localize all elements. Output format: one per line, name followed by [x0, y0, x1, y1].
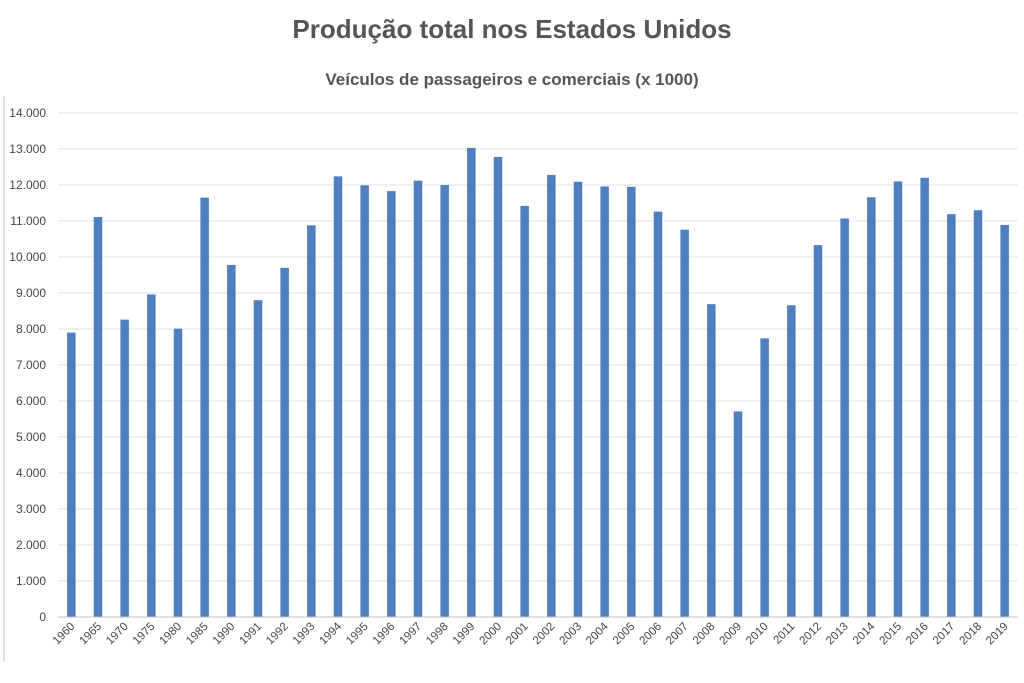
- bar: [733, 411, 743, 617]
- bar: [360, 185, 369, 618]
- bar: [93, 217, 103, 618]
- x-tick-label: 2011: [771, 621, 797, 647]
- y-tick-label: 14.000: [9, 106, 46, 120]
- x-tick-label: 2017: [931, 621, 958, 648]
- bar: [67, 332, 76, 617]
- x-tick-label: 1960: [51, 621, 78, 648]
- chart-subtitle: Veículos de passageiros e comerciais (x …: [325, 70, 699, 89]
- x-tick-label: 1991: [238, 621, 265, 648]
- chart-title: Produção total nos Estados Unidos: [292, 14, 732, 44]
- x-tick-label: 1997: [398, 621, 425, 648]
- x-tick-label: 1999: [451, 621, 478, 648]
- x-tick-label: 1995: [344, 621, 371, 648]
- y-tick-label: 7.000: [16, 358, 46, 372]
- x-tick-label: 2014: [851, 620, 878, 647]
- x-tick-label: 1985: [184, 621, 211, 648]
- bar: [387, 191, 396, 617]
- x-tick-label: 2008: [691, 621, 718, 648]
- x-tick-label: 2004: [584, 620, 611, 647]
- y-tick-label: 10.000: [9, 250, 46, 264]
- x-tick-label: 2012: [798, 621, 825, 648]
- bar: [947, 214, 956, 617]
- y-tick-label: 5.000: [16, 430, 46, 444]
- x-tick-label: 1970: [104, 621, 131, 648]
- bar: [893, 181, 903, 617]
- bar: [867, 197, 876, 618]
- x-tick-label: 1998: [424, 621, 451, 648]
- bar: [600, 186, 609, 617]
- bar: [413, 180, 423, 617]
- y-tick-label: 11.000: [10, 214, 46, 228]
- y-tick-label: 9.000: [16, 286, 46, 300]
- x-tick-label: 2005: [611, 621, 638, 648]
- y-tick-label: 6.000: [16, 394, 46, 408]
- y-tick-label: 0: [39, 610, 46, 624]
- bar: [200, 197, 209, 617]
- x-tick-label: 2010: [744, 621, 771, 648]
- axes: [3, 96, 1018, 662]
- x-tick-label: 2013: [824, 621, 851, 648]
- y-axis-ticks: 0 1.000 2.000 3.000 4.000 5.000 6.000 7.000 8.00…: [9, 106, 46, 624]
- bar: [467, 147, 476, 618]
- bar: [813, 245, 823, 617]
- bar: [307, 225, 316, 617]
- bar: [253, 300, 263, 617]
- x-tick-label: 1980: [158, 621, 185, 648]
- x-tick-label: 1990: [211, 621, 238, 648]
- x-tick-label: 2009: [718, 621, 745, 648]
- y-tick-label: 12.000: [9, 178, 46, 192]
- bar: [173, 328, 183, 617]
- bar: [120, 319, 129, 617]
- y-tick-label: 8.000: [16, 322, 46, 336]
- y-tick-label: 2.000: [16, 538, 46, 552]
- bar: [227, 264, 236, 617]
- x-tick-label: 1996: [371, 621, 398, 648]
- bar: [520, 205, 529, 617]
- bars: [67, 147, 1009, 618]
- bar: [973, 210, 983, 617]
- bar: [333, 176, 343, 618]
- bar: [493, 156, 503, 618]
- bar: [280, 267, 289, 617]
- bar: [920, 177, 929, 618]
- x-axis-ticks: 1960 1965 1970 1975 1980 1985 1990 1991 1992 1993…: [51, 620, 1011, 647]
- bar: [653, 211, 663, 617]
- bar: [147, 294, 156, 617]
- gridlines: [58, 112, 1018, 582]
- x-tick-label: 1975: [131, 621, 158, 648]
- bar: [440, 185, 449, 617]
- x-tick-label: 1993: [291, 621, 318, 648]
- x-tick-label: 2015: [878, 621, 905, 648]
- x-tick-label: 2000: [478, 621, 505, 648]
- bar: [547, 174, 556, 618]
- bar: [627, 186, 636, 618]
- x-tick-label: 2016: [904, 621, 931, 648]
- x-tick-label: 2003: [558, 621, 585, 648]
- x-tick-label: 2001: [504, 621, 531, 648]
- bar: [787, 305, 796, 617]
- y-tick-label: 4.000: [16, 466, 46, 480]
- bar: [707, 304, 716, 617]
- y-tick-label: 1.000: [16, 574, 46, 588]
- x-tick-label: 1994: [318, 620, 345, 647]
- bar: [573, 181, 583, 617]
- x-tick-label: 2006: [638, 621, 665, 648]
- bar: [760, 338, 769, 617]
- x-tick-label: 2007: [664, 621, 691, 648]
- x-tick-label: 2019: [984, 621, 1011, 648]
- x-tick-label: 1992: [264, 621, 291, 648]
- y-tick-label: 13.000: [9, 142, 46, 156]
- bar: [680, 229, 689, 617]
- x-tick-label: 1965: [78, 621, 105, 648]
- x-tick-label: 2002: [531, 621, 558, 648]
- x-tick-label: 2018: [958, 621, 985, 648]
- bar: [840, 218, 849, 618]
- bar: [1000, 224, 1009, 617]
- y-tick-label: 3.000: [16, 502, 46, 516]
